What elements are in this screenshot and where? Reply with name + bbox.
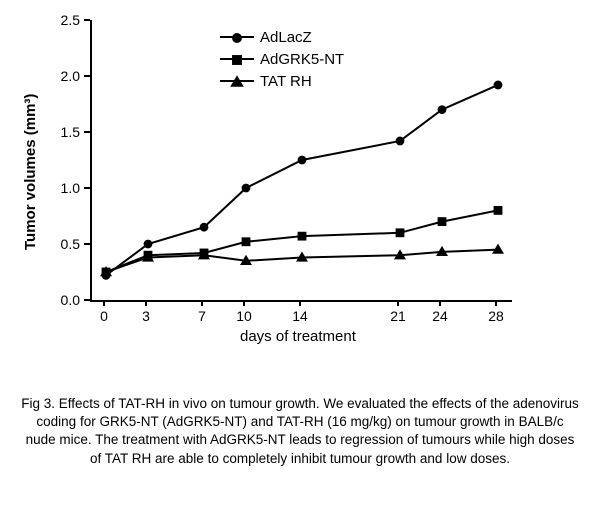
x-tick [201, 300, 203, 306]
square-icon [231, 54, 243, 66]
x-tick-label: 10 [236, 308, 252, 324]
x-tick [243, 300, 245, 306]
x-tick [439, 300, 441, 306]
y-tick-label: 2.0 [50, 68, 80, 84]
y-tick-label: 1.5 [50, 124, 80, 140]
y-tick-label: 0.0 [50, 292, 80, 308]
legend-line [220, 80, 254, 82]
x-tick-label: 28 [488, 308, 504, 324]
legend-line [220, 58, 254, 60]
x-tick [495, 300, 497, 306]
legend-label: AdGRK5-NT [260, 51, 344, 68]
y-tick [84, 19, 90, 21]
x-tick [103, 300, 105, 306]
x-tick [299, 300, 301, 306]
legend-line [220, 36, 254, 38]
legend-item: AdGRK5-NT [220, 48, 344, 70]
y-tick [84, 243, 90, 245]
figure-container: Tumor volumes (mm³) days of treatment Ad… [0, 0, 600, 515]
x-tick-label: 24 [432, 308, 448, 324]
y-tick [84, 75, 90, 77]
x-tick-label: 0 [100, 308, 108, 324]
legend-label: AdLacZ [260, 29, 312, 46]
y-tick [84, 187, 90, 189]
x-tick-label: 21 [390, 308, 406, 324]
x-tick-label: 14 [292, 308, 308, 324]
circle-icon [231, 32, 243, 44]
x-tick-label: 3 [142, 308, 150, 324]
legend-item: TAT RH [220, 70, 344, 92]
legend-item: AdLacZ [220, 26, 344, 48]
legend-label: TAT RH [260, 73, 312, 90]
y-tick [84, 299, 90, 301]
x-tick [145, 300, 147, 306]
y-tick [84, 131, 90, 133]
x-tick [397, 300, 399, 306]
y-tick-label: 0.5 [50, 236, 80, 252]
y-tick-label: 1.0 [50, 180, 80, 196]
triangle-icon [231, 76, 243, 88]
y-tick-label: 2.5 [50, 12, 80, 28]
y-axis-title: Tumor volumes (mm³) [22, 94, 39, 250]
x-axis-title: days of treatment [240, 328, 356, 345]
x-tick-label: 7 [198, 308, 206, 324]
legend: AdLacZ AdGRK5-NT TAT RH [220, 26, 344, 92]
figure-caption: Fig 3. Effects of TAT-RH in vivo on tumo… [20, 395, 580, 468]
